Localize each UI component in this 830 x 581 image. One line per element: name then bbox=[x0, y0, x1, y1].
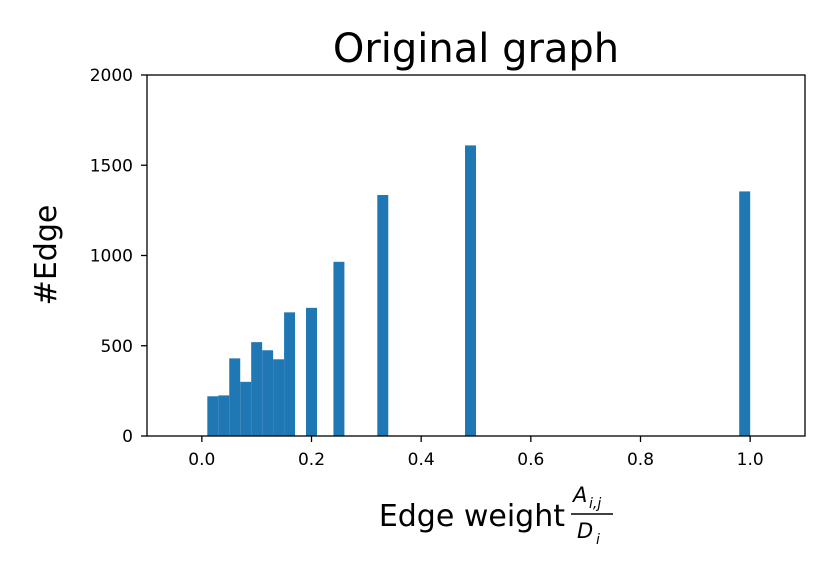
x-axis-label: Edge weight bbox=[379, 499, 565, 534]
x-axis-ticks: 0.0 0.2 0.4 0.6 0.8 1.0 bbox=[188, 436, 764, 470]
histogram-bar-12 bbox=[739, 191, 751, 436]
y-tick-label-4: 2000 bbox=[90, 66, 133, 86]
chart-title: Original graph bbox=[333, 26, 619, 72]
histogram-bar-5 bbox=[262, 350, 274, 436]
histogram-bar-2 bbox=[229, 358, 241, 436]
fraction-numerator-subscript: i,j bbox=[589, 496, 601, 512]
histogram-bar-4 bbox=[251, 342, 263, 436]
x-tick-label-2: 0.4 bbox=[408, 450, 435, 470]
bars-group bbox=[207, 145, 751, 436]
x-tick-label-3: 0.6 bbox=[517, 450, 544, 470]
x-axis-label-fraction: A i,j D i bbox=[571, 483, 613, 548]
histogram-bar-6 bbox=[273, 359, 285, 436]
histogram-bar-3 bbox=[240, 381, 252, 436]
histogram-bar-11 bbox=[465, 145, 476, 436]
fraction-denominator-subscript: i bbox=[596, 532, 600, 548]
histogram-bar-0 bbox=[207, 396, 219, 436]
y-axis-label: #Edge bbox=[29, 205, 64, 306]
histogram-bar-8 bbox=[306, 307, 317, 436]
fraction-numerator: A bbox=[571, 483, 587, 507]
x-tick-label-0: 0.0 bbox=[188, 450, 215, 470]
histogram-bar-9 bbox=[333, 261, 345, 436]
y-tick-label-0: 0 bbox=[122, 427, 133, 447]
x-tick-label-4: 0.8 bbox=[627, 450, 654, 470]
y-tick-label-1: 500 bbox=[101, 337, 133, 357]
y-axis-ticks: 0 500 1000 1500 2000 bbox=[90, 66, 147, 447]
plot-frame bbox=[146, 74, 806, 437]
fraction-denominator: D bbox=[577, 519, 593, 543]
x-tick-label-5: 1.0 bbox=[737, 450, 764, 470]
histogram-bar-10 bbox=[377, 195, 389, 436]
y-tick-label-2: 1000 bbox=[90, 247, 133, 267]
x-tick-label-1: 0.2 bbox=[298, 450, 325, 470]
y-tick-label-3: 1500 bbox=[90, 156, 133, 176]
histogram-bar-7 bbox=[284, 312, 296, 436]
histogram-bar-1 bbox=[218, 395, 230, 436]
